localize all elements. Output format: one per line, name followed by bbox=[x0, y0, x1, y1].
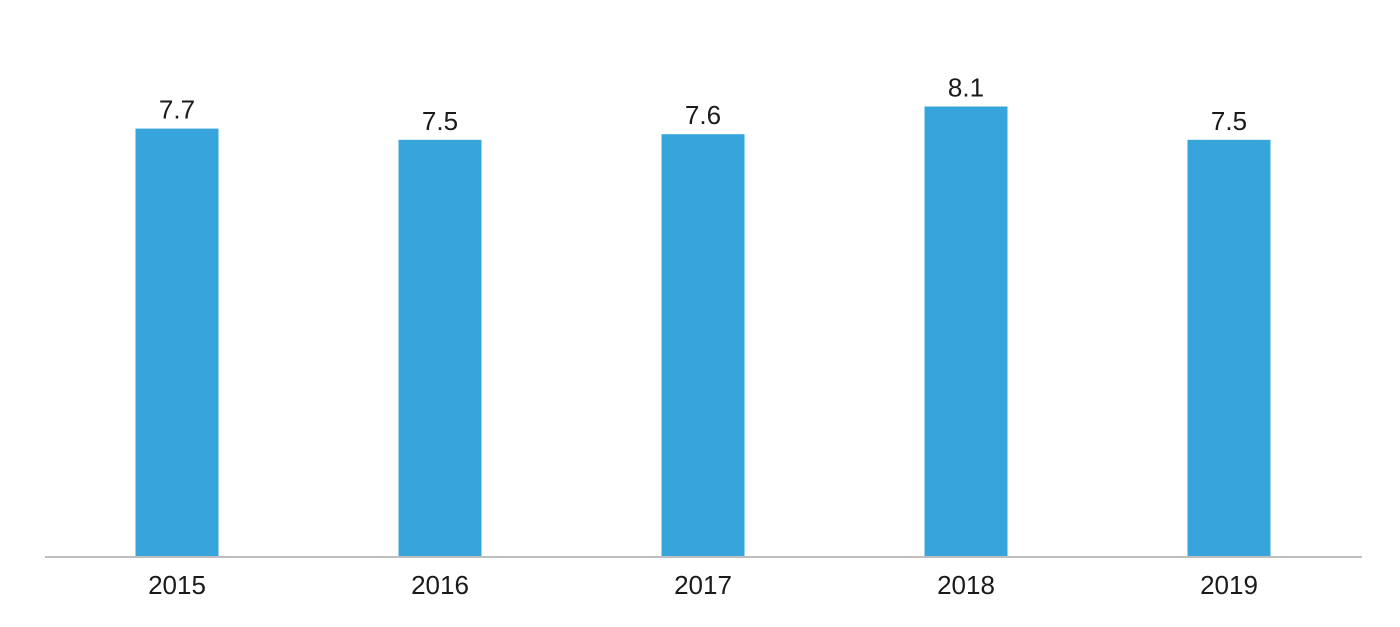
value-labels-group: 7.7 7.5 7.6 8.1 7.5 bbox=[159, 73, 1247, 136]
value-label-2015: 7.7 bbox=[159, 95, 195, 125]
x-tick-label-2016: 2016 bbox=[411, 570, 469, 600]
bar-2018 bbox=[924, 106, 1008, 556]
value-label-2019: 7.5 bbox=[1211, 106, 1247, 136]
bar-2015 bbox=[135, 128, 219, 556]
bars-group bbox=[135, 106, 1271, 557]
bar-2019 bbox=[1187, 139, 1271, 557]
value-label-2016: 7.5 bbox=[422, 106, 458, 136]
x-tick-label-2015: 2015 bbox=[148, 570, 206, 600]
x-tick-label-2019: 2019 bbox=[1200, 570, 1258, 600]
value-label-2018: 8.1 bbox=[948, 73, 984, 103]
bar-2016 bbox=[398, 139, 482, 557]
x-tick-labels-group: 2015 2016 2017 2018 2019 bbox=[148, 570, 1258, 600]
x-tick-label-2017: 2017 bbox=[674, 570, 732, 600]
x-tick-label-2018: 2018 bbox=[937, 570, 995, 600]
value-label-2017: 7.6 bbox=[685, 100, 721, 130]
bar-2017 bbox=[661, 134, 745, 556]
